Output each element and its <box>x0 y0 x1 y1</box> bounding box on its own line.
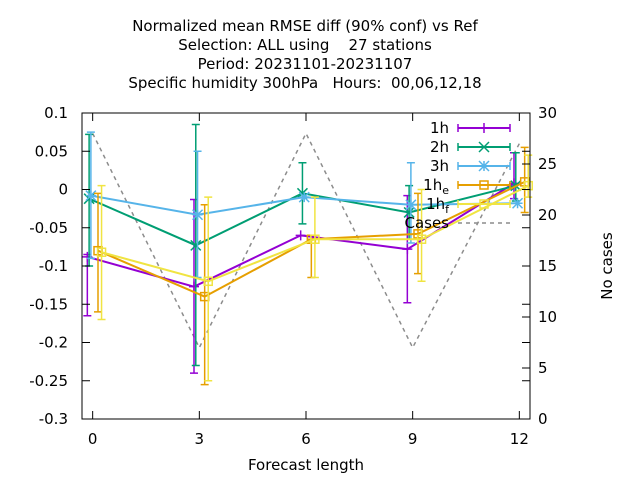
y2-tick-label: 5 <box>538 359 548 377</box>
cases-series <box>91 131 520 350</box>
cases-line <box>91 131 520 350</box>
y2-tick-label: 25 <box>538 155 557 173</box>
legend-label: 2h <box>430 138 449 156</box>
y-tick-label: 0.1 <box>44 104 68 122</box>
y2-tick-label: 0 <box>538 410 548 428</box>
y-tick-label: -0.25 <box>29 372 68 390</box>
data-point <box>203 276 213 287</box>
series-2 <box>85 131 524 279</box>
legend-label: 1h <box>430 119 449 137</box>
data-point <box>192 209 204 221</box>
y2-tick-label: 20 <box>538 206 557 224</box>
data-point <box>479 199 489 209</box>
y2-tick-label: 30 <box>538 104 557 122</box>
legend-label: Cases <box>404 214 449 232</box>
error-bar <box>204 196 213 382</box>
x-tick-label: 3 <box>195 430 205 448</box>
data-point <box>402 244 413 255</box>
legend-label: 3h <box>430 157 449 175</box>
x-tick-label: 6 <box>301 430 311 448</box>
error-bar <box>310 196 319 279</box>
data-point <box>85 190 97 202</box>
data-point <box>479 123 489 133</box>
y-tick-label: -0.05 <box>29 219 68 237</box>
error-bar <box>520 146 529 214</box>
legend-swatch-cap <box>457 124 511 132</box>
x-axis-label: Forecast length <box>248 456 364 474</box>
x-tick-label: 9 <box>408 430 418 448</box>
chart-title-line: Period: 20231101-20231107 <box>198 55 413 73</box>
legend-swatch-cap <box>457 200 511 208</box>
data-point <box>295 230 306 241</box>
data-point <box>478 160 490 172</box>
data-point <box>478 141 490 153</box>
data-point <box>416 234 427 244</box>
series-line <box>101 184 529 283</box>
series-4 <box>96 154 533 382</box>
legend-swatch-cap <box>457 181 511 189</box>
data-point <box>189 281 199 292</box>
error-bar <box>200 204 209 386</box>
error-bar <box>307 238 316 279</box>
data-point <box>405 199 417 211</box>
y2-tick-label: 10 <box>538 308 557 326</box>
y-axis-right-label: No cases <box>598 232 616 300</box>
data-point <box>479 180 489 190</box>
legend-swatch-cap <box>457 143 511 151</box>
y-axis-right: 30 25 20 15 10 5 0 <box>522 104 557 428</box>
data-point <box>96 247 107 257</box>
x-tick-label: 12 <box>510 430 529 448</box>
series-0 <box>82 152 519 374</box>
y-tick-label: -0.15 <box>29 295 68 313</box>
chart-title-line: Normalized mean RMSE diff (90% conf) vs … <box>132 17 478 35</box>
legend-label: 1he <box>423 176 449 197</box>
legend-label: 1hf <box>426 195 450 216</box>
y-tick-label: 0 <box>58 181 68 199</box>
data-point <box>190 239 202 251</box>
data-point <box>310 234 320 244</box>
y-tick-label: -0.3 <box>39 410 68 428</box>
series-3 <box>93 146 530 386</box>
y2-tick-label: 15 <box>538 257 557 275</box>
error-bar <box>524 154 533 198</box>
legend-swatch-cap <box>457 162 511 170</box>
y-tick-label: 0.05 <box>35 142 68 160</box>
data-point <box>512 197 524 209</box>
chart-title-line: Specific humidity 300hPa Hours: 00,06,12… <box>128 74 481 92</box>
series-layer <box>82 123 533 386</box>
y-tick-label: -0.2 <box>39 334 68 352</box>
chart-title-line: Selection: ALL using 27 stations <box>178 36 432 54</box>
x-axis: 0 3 6 9 12 <box>88 113 529 448</box>
y-tick-label: -0.1 <box>39 257 68 275</box>
error-bar <box>83 253 92 317</box>
x-tick-label: 0 <box>88 430 98 448</box>
chart-title: Normalized mean RMSE diff (90% conf) vs … <box>128 17 481 92</box>
data-point <box>298 191 310 203</box>
